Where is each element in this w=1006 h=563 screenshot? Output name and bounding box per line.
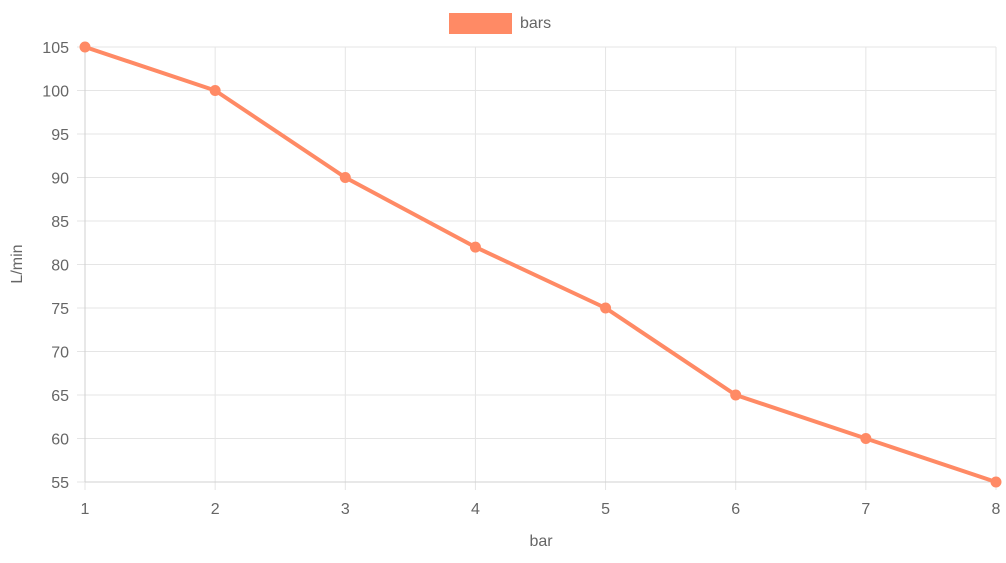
data-points — [79, 41, 1002, 488]
y-tick-label: 95 — [51, 127, 69, 144]
legend-swatch[interactable] — [449, 13, 512, 34]
x-tick-label: 4 — [471, 501, 480, 518]
data-point[interactable] — [730, 389, 742, 401]
y-tick-label: 60 — [51, 432, 69, 449]
y-tick-label: 90 — [51, 171, 69, 188]
data-point[interactable] — [339, 172, 351, 183]
axes — [84, 47, 996, 483]
y-axis-title: L/min — [9, 244, 26, 283]
tick-labels: 55 60 65 70 75 80 85 90 95 100 105 1 2 3 4 5 6 7 8 — [42, 40, 1000, 518]
y-tick-label: 65 — [51, 388, 69, 405]
grid-lines — [77, 46, 997, 490]
y-tick-label: 80 — [51, 258, 69, 275]
x-tick-label: 1 — [81, 501, 90, 518]
y-tick-label: 100 — [42, 84, 69, 101]
y-tick-label: 55 — [51, 475, 69, 492]
data-point[interactable] — [860, 433, 872, 444]
data-point[interactable] — [469, 241, 481, 253]
x-tick-label: 3 — [341, 501, 350, 518]
x-tick-label: 2 — [211, 501, 220, 518]
y-tick-label: 75 — [51, 301, 69, 318]
data-point[interactable] — [990, 476, 1002, 488]
data-point[interactable] — [79, 41, 91, 53]
y-tick-label: 85 — [51, 214, 69, 231]
x-tick-label: 7 — [861, 501, 870, 518]
series-lines — [83, 45, 998, 484]
x-axis-title: bar — [529, 533, 553, 550]
y-tick-label: 105 — [42, 40, 69, 57]
data-point[interactable] — [209, 85, 221, 96]
series-line-bars — [83, 45, 998, 484]
legend[interactable]: bars — [449, 13, 551, 34]
y-tick-label: 70 — [51, 345, 69, 362]
x-tick-label: 6 — [731, 501, 740, 518]
x-tick-label: 5 — [601, 501, 610, 518]
x-tick-label: 8 — [992, 501, 1001, 518]
legend-label-bars[interactable]: bars — [520, 15, 551, 32]
data-point[interactable] — [600, 302, 612, 314]
